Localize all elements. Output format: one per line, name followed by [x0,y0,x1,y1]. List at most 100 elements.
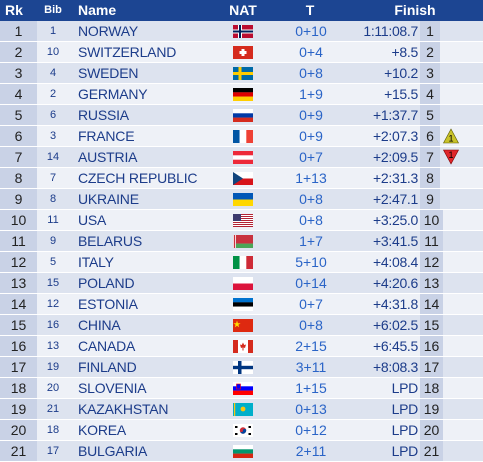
header-finish: Finish [394,2,436,18]
table-row[interactable]: 8 7 CZECH REPUBLIC 1+13 +2:31.3 8 [0,168,483,189]
team-name[interactable]: POLAND [78,275,135,291]
finish-time-cell: +2:09.5 [373,149,418,165]
header-rank: Rk [5,2,23,18]
table-row[interactable]: 19 21 KAZAKHSTAN 0+13 LPD 19 [0,399,483,420]
table-row[interactable]: 15 16 CHINA 0+8 +6:02.5 15 [0,315,483,336]
table-row[interactable]: 18 20 SLOVENIA 1+15 LPD 18 [0,378,483,399]
finish-position-cell: 20 [420,420,443,440]
team-name[interactable]: FRANCE [78,128,135,144]
finish-position-cell: 1 [420,21,440,41]
bib-cell: 21 [46,403,60,415]
cze-flag-icon [233,172,253,185]
finish-time-cell: +4:08.4 [373,254,418,270]
header-name: Name [78,2,117,18]
header-nation: NAT [229,2,257,18]
team-name[interactable]: NORWAY [78,23,138,39]
team-name[interactable]: BELARUS [78,233,142,249]
ukr-flag-icon [233,193,253,206]
finish-position-cell: 10 [420,210,443,230]
table-row[interactable]: 7 14 AUSTRIA 0+7 +2:09.5 7 1 [0,147,483,168]
table-row[interactable]: 1 1 NORWAY 0+10 1:11:08.7 1 [0,21,483,42]
rank-cell: 11 [0,231,37,251]
bib-cell: 12 [46,298,60,310]
team-name[interactable]: USA [78,212,107,228]
team-name[interactable]: AUSTRIA [78,149,138,165]
table-row[interactable]: 14 12 ESTONIA 0+7 +4:31.8 14 [0,294,483,315]
finish-time-cell: +2:31.3 [373,170,418,186]
finish-time-cell: LPD [391,422,419,438]
finish-position-cell: 14 [420,294,443,314]
rank-cell: 9 [0,189,37,209]
svg-text:1: 1 [448,150,453,160]
rank-cell: 10 [0,210,37,230]
finish-time-cell: LPD [391,401,419,417]
chn-flag-icon [233,319,253,332]
bib-cell: 3 [49,130,57,142]
table-row[interactable]: 13 15 POLAND 0+14 +4:20.6 13 [0,273,483,294]
bib-cell: 15 [46,277,60,289]
can-flag-icon [233,340,253,353]
table-row[interactable]: 2 10 SWITZERLAND 0+4 +8.5 2 [0,42,483,63]
team-name[interactable]: CHINA [78,317,121,333]
team-name[interactable]: FINLAND [78,359,137,375]
table-row[interactable]: 16 13 CANADA 2+15 +6:45.5 16 [0,336,483,357]
finish-position-cell: 7 [420,147,440,167]
shooting-cell: 1+15 [295,380,327,396]
table-row[interactable]: 3 4 SWEDEN 0+8 +10.2 3 [0,63,483,84]
table-row[interactable]: 17 19 FINLAND 3+11 +8:08.3 17 [0,357,483,378]
finish-time-cell: +6:02.5 [373,317,418,333]
team-name[interactable]: RUSSIA [78,107,129,123]
team-name[interactable]: ITALY [78,254,114,270]
bib-cell: 8 [49,193,57,205]
finish-position-cell: 11 [420,231,443,251]
table-row[interactable]: 10 11 USA 0+8 +3:25.0 10 [0,210,483,231]
team-name[interactable]: UKRAINE [78,191,139,207]
kaz-flag-icon [233,403,253,416]
team-name[interactable]: KAZAKHSTAN [78,401,169,417]
team-name[interactable]: GERMANY [78,86,148,102]
team-name[interactable]: SLOVENIA [78,380,147,396]
finish-time-cell: +8.5 [391,44,419,60]
team-name[interactable]: SWITZERLAND [78,44,177,60]
team-name[interactable]: SWEDEN [78,65,139,81]
team-name[interactable]: CANADA [78,338,136,354]
finish-position-cell: 8 [420,168,440,188]
rank-cell: 3 [0,63,37,83]
shooting-cell: 1+13 [295,170,327,186]
bib-cell: 16 [46,319,60,331]
shooting-cell: 0+9 [299,128,323,144]
finish-time-cell: +6:45.5 [373,338,418,354]
rank-cell: 20 [0,420,37,440]
shooting-cell: 0+9 [299,107,323,123]
finish-time-cell: +8:08.3 [373,359,418,375]
rank-cell: 17 [0,357,37,377]
table-row[interactable]: 12 5 ITALY 5+10 +4:08.4 12 [0,252,483,273]
rank-cell: 14 [0,294,37,314]
team-name[interactable]: KOREA [78,422,127,438]
table-row[interactable]: 6 3 FRANCE 0+9 +2:07.3 6 1 [0,126,483,147]
table-row[interactable]: 20 18 KOREA 0+12 LPD 20 [0,420,483,441]
shooting-cell: 0+7 [299,296,323,312]
bib-cell: 5 [49,256,57,268]
table-row[interactable]: 21 17 BULGARIA 2+11 LPD 21 [0,441,483,462]
table-row[interactable]: 9 8 UKRAINE 0+8 +2:47.1 9 [0,189,483,210]
rank-cell: 6 [0,126,37,146]
bib-cell: 11 [47,214,59,226]
finish-position-cell: 6 [420,126,440,146]
finish-position-cell: 21 [420,441,443,461]
finish-time-cell: +3:25.0 [373,212,418,228]
rank-cell: 4 [0,84,37,104]
table-row[interactable]: 5 6 RUSSIA 0+9 +1:37.7 5 [0,105,483,126]
bib-cell: 20 [46,382,60,394]
team-name[interactable]: BULGARIA [78,443,148,459]
table-row[interactable]: 4 2 GERMANY 1+9 +15.5 4 [0,84,483,105]
rank-down-icon: 1 [443,149,459,165]
shooting-cell: 0+8 [299,212,323,228]
kor-flag-icon [233,424,253,437]
team-name[interactable]: ESTONIA [78,296,138,312]
table-row[interactable]: 11 9 BELARUS 1+7 +3:41.5 11 [0,231,483,252]
team-name[interactable]: CZECH REPUBLIC [78,170,198,186]
shooting-cell: 2+11 [295,443,327,459]
rank-cell: 15 [0,315,37,335]
bib-cell: 2 [49,88,57,100]
